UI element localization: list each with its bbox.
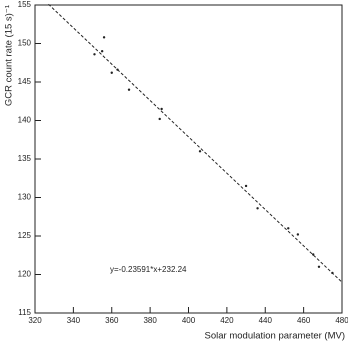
x-tick-label: 380 — [143, 316, 157, 325]
fit-equation: y=-0.23591*x+232.24 — [110, 265, 187, 274]
data-point — [317, 265, 321, 268]
data-point — [93, 53, 96, 56]
y-tick-label: 115 — [18, 308, 31, 317]
data-point — [296, 233, 300, 236]
data-point — [116, 68, 119, 71]
data-point — [160, 107, 163, 111]
x-axis-label: Solar modulation parameter (MV) — [205, 331, 345, 342]
data-point — [331, 271, 334, 275]
y-tick-label: 120 — [18, 270, 32, 279]
data-point — [244, 184, 248, 188]
x-tick-label: 480 — [335, 316, 348, 325]
data-point — [100, 50, 104, 53]
y-axis-label: GCR count rate (15 s)⁻¹ — [4, 5, 15, 106]
x-tick-label: 360 — [105, 316, 119, 325]
data-point — [198, 150, 202, 153]
x-tick-label: 400 — [182, 316, 196, 325]
plot-frame — [34, 4, 343, 314]
data-point — [102, 36, 106, 39]
data-point — [110, 71, 113, 74]
data-point — [256, 207, 259, 210]
x-tick-label: 320 — [28, 316, 42, 325]
data-point — [158, 117, 161, 121]
data-point — [312, 253, 315, 256]
y-tick-label: 145 — [18, 77, 32, 86]
fit-line — [48, 3, 343, 283]
x-tick-label: 460 — [297, 316, 311, 325]
x-tick-label: 420 — [220, 316, 234, 325]
y-tick-label: 150 — [18, 39, 32, 48]
x-tick-label: 440 — [259, 316, 273, 325]
y-tick-label: 155 — [18, 0, 32, 9]
data-point — [127, 88, 131, 91]
data-point — [287, 227, 290, 230]
y-tick-label: 130 — [18, 193, 32, 202]
y-tick-label: 125 — [18, 231, 32, 240]
x-tick-label: 340 — [67, 316, 81, 325]
y-tick-label: 135 — [18, 154, 32, 163]
y-tick-label: 140 — [18, 116, 32, 125]
